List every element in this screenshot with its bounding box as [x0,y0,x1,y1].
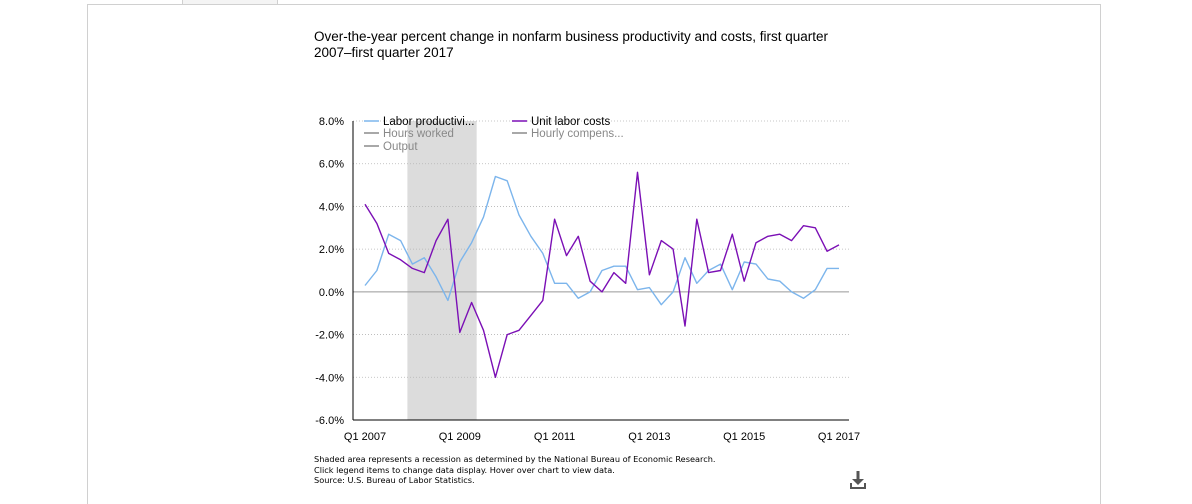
note-source: Source: U.S. Bureau of Labor Statistics. [314,475,475,485]
series-line-unit-labor-costs [364,171,840,378]
chart-notes: Shaded area represents a recession as de… [314,454,716,486]
y-tick-label: -6.0% [315,415,344,427]
download-icon[interactable] [848,469,868,491]
chart-title: Over-the-year percent change in nonfarm … [314,29,828,60]
x-tick-label: Q1 2013 [628,431,670,443]
x-tick-label: Q1 2007 [344,431,386,443]
x-tick-label: Q1 2011 [534,431,575,443]
chart-panel [87,4,1101,504]
x-tick-label: Q1 2015 [723,431,765,443]
y-tick-label: 8.0% [319,116,344,128]
y-tick-label: 6.0% [319,159,344,171]
legend-item-unit-labor-costs[interactable]: Unit labor costs [531,116,611,128]
note-instructions: Click legend items to change data displa… [314,464,615,475]
y-tick-label: 4.0% [319,201,344,213]
note-recession: Shaded area represents a recession as de… [314,454,716,464]
y-tick-label: 0.0% [319,287,344,299]
y-tick-label: 2.0% [319,244,344,256]
y-tick-label: -2.0% [315,330,344,342]
y-tick-label: -4.0% [315,372,344,384]
legend-item-hours-worked[interactable]: Hours worked [383,128,454,140]
series-line-labor-productivi [364,175,839,306]
legend-item-output[interactable]: Output [383,141,418,153]
x-tick-label: Q1 2009 [439,431,481,443]
legend-item-labor-productivi[interactable]: Labor productivi... [383,116,474,128]
legend-item-hourly-compens[interactable]: Hourly compens... [531,128,624,140]
x-tick-label: Q1 2017 [818,431,860,443]
